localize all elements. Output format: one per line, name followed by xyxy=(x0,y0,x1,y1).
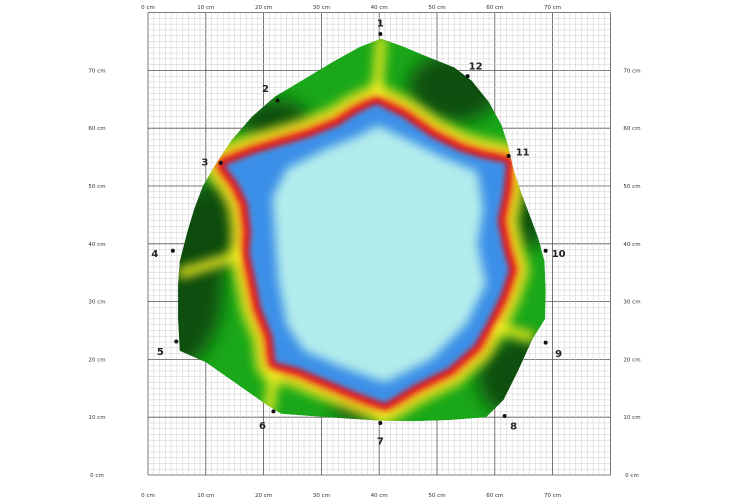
high-pressure-ring xyxy=(217,96,517,411)
left-tick-label: 50 cm xyxy=(88,184,105,190)
sensor-label: 12 xyxy=(469,62,483,73)
right-tick-label: 40 cm xyxy=(623,242,640,248)
left-tick-label: 10 cm xyxy=(88,415,105,421)
sensor-label: 6 xyxy=(259,421,266,432)
bottom-tick-label: 0 cm xyxy=(141,493,155,499)
sensor-label: 4 xyxy=(151,249,158,260)
sensor-point-2: 2 xyxy=(262,84,280,103)
sensor-dot xyxy=(275,98,280,103)
right-tick-label: 70 cm xyxy=(623,68,640,74)
sensor-label: 7 xyxy=(377,436,384,447)
sensor-point-1: 1 xyxy=(377,18,384,36)
right-tick-label: 60 cm xyxy=(623,126,640,132)
sensor-dot xyxy=(543,340,548,345)
pressure-heatmap xyxy=(178,38,546,422)
interior-core xyxy=(272,125,487,383)
bottom-tick-label: 60 cm xyxy=(486,493,503,499)
sensor-label: 1 xyxy=(377,18,384,29)
top-tick-label: 40 cm xyxy=(371,5,388,11)
left-tick-label: 20 cm xyxy=(88,357,105,363)
sensor-label: 10 xyxy=(552,249,566,260)
sensor-label: 2 xyxy=(262,84,269,95)
bottom-tick-label: 40 cm xyxy=(371,493,388,499)
bottom-tick-label: 10 cm xyxy=(197,493,214,499)
top-tick-label: 50 cm xyxy=(428,5,445,11)
bottom-tick-label: 30 cm xyxy=(313,493,330,499)
sensor-point-8: 8 xyxy=(502,414,517,433)
right-tick-label: 20 cm xyxy=(623,357,640,363)
sensor-dot xyxy=(218,160,223,165)
top-tick-label: 70 cm xyxy=(544,5,561,11)
left-tick-label: 40 cm xyxy=(88,242,105,248)
right-tick-label: 0 cm xyxy=(625,473,639,479)
sensor-dot xyxy=(506,153,511,158)
sensor-point-11: 11 xyxy=(506,147,530,158)
sensor-point-6: 6 xyxy=(259,409,276,432)
sensor-dot xyxy=(543,248,548,253)
sensor-label: 3 xyxy=(201,157,208,168)
sensor-point-7: 7 xyxy=(377,420,384,447)
sensor-dot xyxy=(465,74,470,79)
sensor-dot xyxy=(174,339,179,344)
sensor-point-12: 12 xyxy=(465,62,483,79)
top-tick-label: 30 cm xyxy=(313,5,330,11)
bottom-tick-label: 20 cm xyxy=(255,493,272,499)
left-tick-label: 60 cm xyxy=(88,126,105,132)
top-tick-label: 60 cm xyxy=(486,5,503,11)
sensor-point-3: 3 xyxy=(201,157,223,168)
sensor-label: 11 xyxy=(516,147,530,158)
sensor-dot xyxy=(271,409,276,414)
top-tick-label: 10 cm xyxy=(197,5,214,11)
top-tick-label: 20 cm xyxy=(255,5,272,11)
right-tick-label: 10 cm xyxy=(623,415,640,421)
left-tick-label: 30 cm xyxy=(88,300,105,306)
sensor-point-4: 4 xyxy=(151,248,175,260)
sensor-markers: 1 12 11 10 9 8 7 6 5 4 3 2 xyxy=(151,18,565,447)
top-tick-label: 0 cm xyxy=(141,5,155,11)
sensor-label: 8 xyxy=(510,422,517,433)
bottom-tick-label: 70 cm xyxy=(544,493,561,499)
bottom-tick-label: 50 cm xyxy=(428,493,445,499)
right-tick-label: 50 cm xyxy=(623,184,640,190)
sensor-label: 9 xyxy=(555,349,562,360)
left-tick-label: 0 cm xyxy=(90,473,104,479)
axis-ticks: 0 cm 10 cm 20 cm 30 cm 40 cm 50 cm 60 cm 70 cm0… xyxy=(88,5,640,499)
sensor-label: 5 xyxy=(157,347,164,358)
sensor-dot xyxy=(502,414,507,419)
sensor-point-5: 5 xyxy=(157,339,179,358)
left-tick-label: 70 cm xyxy=(88,68,105,74)
sensor-point-10: 10 xyxy=(543,248,566,260)
sensor-dot xyxy=(378,420,383,425)
sensor-dot xyxy=(378,31,383,36)
sensor-dot xyxy=(170,248,175,253)
sensor-point-9: 9 xyxy=(543,340,562,360)
right-tick-label: 30 cm xyxy=(623,300,640,306)
